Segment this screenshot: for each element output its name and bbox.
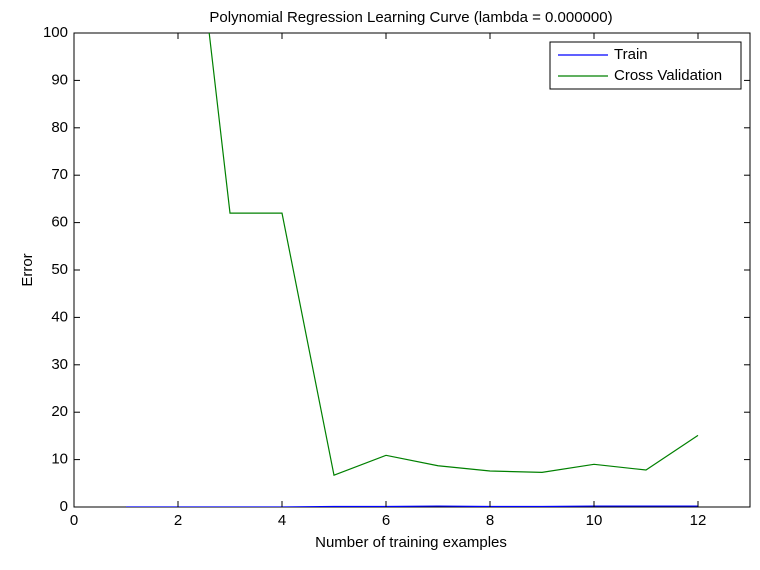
x-axis-label: Number of training examples — [315, 534, 507, 551]
legend-box — [549, 41, 742, 90]
y-tick-label: 70 — [51, 166, 68, 183]
plot-frame — [73, 32, 751, 508]
y-tick-label: 80 — [51, 119, 68, 136]
y-tick-label: 100 — [43, 24, 68, 41]
chart-title: Polynomial Regression Learning Curve (la… — [209, 9, 612, 26]
plot-area — [126, 33, 699, 507]
y-tick-label: 50 — [51, 261, 68, 278]
x-tick-label: 0 — [70, 512, 78, 529]
x-tick-label: 2 — [174, 512, 182, 529]
x-tick-label: 4 — [278, 512, 286, 529]
y-tick-label: 40 — [51, 308, 68, 325]
y-tick-label: 10 — [51, 451, 68, 468]
y-tick-label: 20 — [51, 403, 68, 420]
y-tick-label: 0 — [60, 498, 68, 515]
y-tick-label: 90 — [51, 71, 68, 88]
y-tick-label: 60 — [51, 214, 68, 231]
x-tick-label: 10 — [586, 512, 603, 529]
x-tick-label: 6 — [382, 512, 390, 529]
series-line — [126, 505, 698, 507]
legend-label: Cross Validation — [614, 67, 722, 84]
series-line — [208, 33, 699, 477]
y-tick-label: 30 — [51, 356, 68, 373]
y-axis-label: Error — [19, 253, 36, 286]
x-tick-label: 12 — [690, 512, 707, 529]
legend-label: Train — [614, 46, 648, 63]
x-tick-label: 8 — [486, 512, 494, 529]
